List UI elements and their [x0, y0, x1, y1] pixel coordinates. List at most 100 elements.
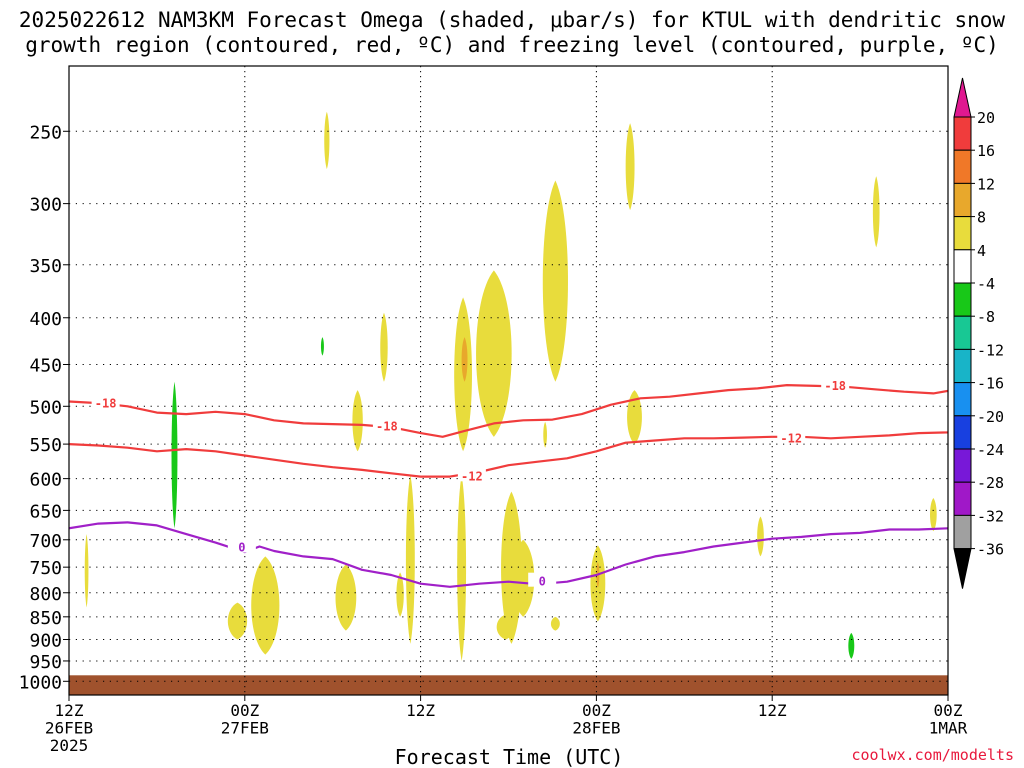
contour-label-bg: [227, 538, 256, 553]
omega-region: [396, 572, 404, 617]
omega-region: [461, 337, 468, 382]
omega-region: [157, 635, 160, 651]
contour-label: -18: [95, 396, 117, 410]
omega-region: [798, 641, 849, 668]
x-tick-label: 12Z: [758, 701, 787, 720]
y-tick-label: 550: [29, 435, 62, 456]
colorbar-band: [953, 182, 972, 218]
credit-link[interactable]: coolwx.com/modelts: [851, 746, 1014, 764]
omega-region: [380, 312, 388, 382]
colorbar-band: [953, 116, 972, 151]
y-tick-label: 650: [29, 501, 62, 522]
x-tick-label: 2025: [50, 736, 89, 755]
y-tick-label: 600: [29, 470, 62, 491]
omega-region: [930, 497, 937, 532]
colorbar-label: -32: [977, 507, 1004, 525]
omega-region: [977, 631, 984, 655]
plot-frame: [68, 65, 949, 696]
omega-region: [251, 556, 280, 655]
colorbar-label: 8: [977, 209, 986, 227]
contour-label-bg: [821, 377, 850, 392]
colorbar-label: -36: [977, 541, 1004, 559]
omega-region: [457, 475, 467, 661]
colorbar-over-triangle: [953, 77, 972, 118]
omega-region: [960, 603, 982, 666]
colorbar-label: 16: [977, 142, 995, 160]
contour-label-bg: [91, 394, 120, 409]
colorbar-label: 4: [977, 242, 986, 260]
omega-region: [970, 621, 982, 660]
omega-region: [542, 180, 568, 382]
omega-region: [980, 637, 983, 648]
chart-title-line-1: 2025022612 NAM3KM Forecast Omega (shaded…: [18, 8, 1006, 32]
omega-region: [512, 539, 535, 617]
omega-region: [860, 577, 898, 666]
colorbar-band: [953, 415, 972, 450]
x-tick-label: 1MAR: [929, 719, 968, 738]
colorbar-label: -24: [977, 441, 1004, 459]
omega-region: [335, 564, 357, 631]
contour-line: [69, 431, 948, 478]
contour-label-bg: [777, 429, 806, 444]
omega-region: [297, 465, 328, 543]
colorbar-label: 20: [977, 109, 995, 127]
y-tick-label: 400: [29, 309, 62, 330]
colorbar-label: -8: [977, 308, 995, 326]
y-tick-label: 800: [29, 584, 62, 605]
omega-colorbar: 20 16 12 8 4 -4 -8 -12 -16 -20 -24 -28 -32 -36: [953, 77, 1004, 589]
colorbar-band: [953, 249, 972, 284]
contour-label: -12: [461, 469, 483, 483]
contour-label-bg: [372, 417, 401, 432]
omega-region: [187, 485, 197, 517]
colorbar-label: -20: [977, 408, 1004, 426]
omega-region: [324, 111, 330, 170]
colorbar-label: -16: [977, 375, 1004, 393]
colorbar-band: [953, 216, 972, 251]
omega-region: [625, 123, 635, 211]
omega-shading: [69, 111, 984, 668]
contour-label-bg: [457, 467, 486, 482]
contour-label: 0: [238, 541, 245, 555]
omega-region: [872, 176, 880, 248]
omega-region: [848, 632, 855, 659]
colorbar-band: [953, 282, 972, 317]
omega-region: [320, 337, 324, 356]
contour-line: [69, 384, 948, 438]
colorbar-band: [953, 481, 972, 516]
y-tick-label: 850: [29, 608, 62, 629]
contour-label: -18: [376, 420, 398, 434]
y-tick-label: 1000: [19, 672, 62, 693]
y-tick-label: 450: [29, 355, 62, 376]
y-tick-label: 900: [29, 630, 62, 651]
omega-region: [84, 534, 89, 608]
x-axis-label: Forecast Time (UTC): [395, 745, 624, 768]
y-tick-label: 950: [29, 652, 62, 673]
chart-title-line-2: growth region (contoured, red, ºC) and f…: [25, 33, 999, 57]
x-tick-label: 26FEB: [45, 719, 93, 738]
colorbar-label: -12: [977, 341, 1004, 359]
omega-region: [543, 421, 547, 448]
omega-region: [352, 390, 363, 452]
x-tick-label: 00Z: [934, 701, 963, 720]
x-tick-label: 00Z: [582, 701, 611, 720]
y-tick-label: 700: [29, 531, 62, 552]
omega-region: [757, 516, 764, 557]
omega-region: [427, 327, 437, 495]
colorbar-under-triangle: [953, 548, 972, 589]
x-tick-label: 12Z: [406, 701, 435, 720]
x-tick-label: 27FEB: [221, 719, 269, 738]
omega-region: [222, 360, 233, 430]
colorbar-label: 12: [977, 175, 995, 193]
omega-region: [69, 592, 75, 655]
x-tick-label: 12Z: [55, 701, 84, 720]
omega-region: [171, 381, 178, 529]
y-tick-label: 750: [29, 558, 62, 579]
colorbar-label: -4: [977, 275, 995, 293]
omega-region: [227, 602, 248, 640]
ground-layer: [69, 675, 948, 695]
omega-region: [902, 553, 941, 666]
contour-lines: -18 -18 -18 -12 -12 0 0: [69, 377, 948, 589]
y-axis-ticks: 2503003504004505005506006507007508008509…: [19, 122, 69, 693]
